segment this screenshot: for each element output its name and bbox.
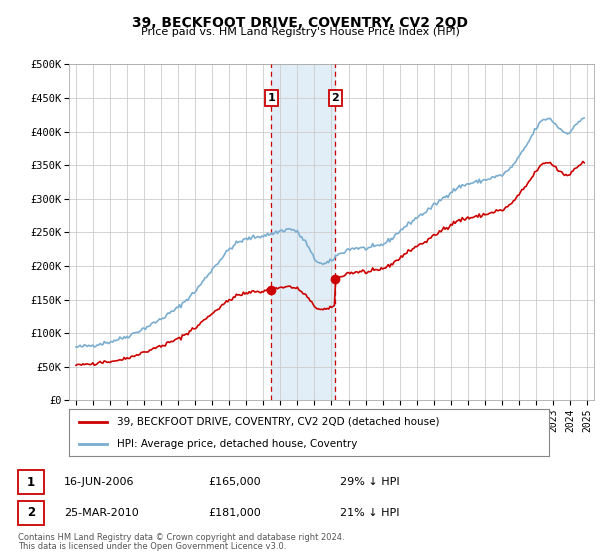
FancyBboxPatch shape — [18, 470, 44, 494]
FancyBboxPatch shape — [18, 501, 44, 525]
Text: 2: 2 — [332, 93, 339, 103]
Text: 1: 1 — [267, 93, 275, 103]
Bar — [271, 64, 335, 400]
Text: 25-MAR-2010: 25-MAR-2010 — [64, 508, 139, 518]
Text: 21% ↓ HPI: 21% ↓ HPI — [340, 508, 400, 518]
Text: 16-JUN-2006: 16-JUN-2006 — [64, 477, 134, 487]
Text: 1: 1 — [26, 475, 35, 489]
Text: 29% ↓ HPI: 29% ↓ HPI — [340, 477, 400, 487]
Text: Price paid vs. HM Land Registry's House Price Index (HPI): Price paid vs. HM Land Registry's House … — [140, 27, 460, 38]
Text: This data is licensed under the Open Government Licence v3.0.: This data is licensed under the Open Gov… — [18, 542, 286, 551]
Text: 2: 2 — [26, 506, 35, 520]
Text: 39, BECKFOOT DRIVE, COVENTRY, CV2 2QD (detached house): 39, BECKFOOT DRIVE, COVENTRY, CV2 2QD (d… — [117, 417, 439, 427]
Text: £181,000: £181,000 — [208, 508, 260, 518]
Text: HPI: Average price, detached house, Coventry: HPI: Average price, detached house, Cove… — [117, 438, 358, 449]
Text: Contains HM Land Registry data © Crown copyright and database right 2024.: Contains HM Land Registry data © Crown c… — [18, 533, 344, 542]
Text: £165,000: £165,000 — [208, 477, 260, 487]
Text: 39, BECKFOOT DRIVE, COVENTRY, CV2 2QD: 39, BECKFOOT DRIVE, COVENTRY, CV2 2QD — [132, 16, 468, 30]
